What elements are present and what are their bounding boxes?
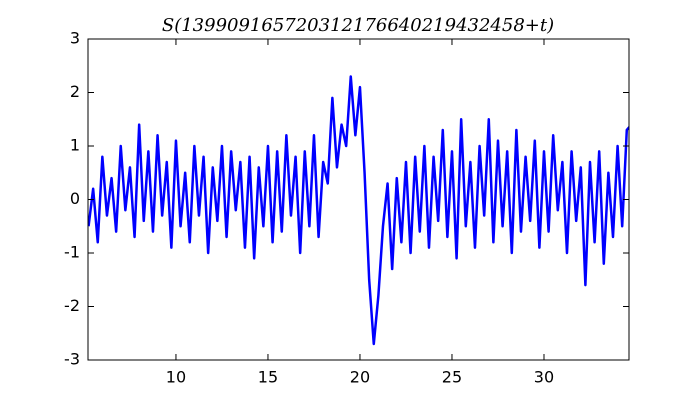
data-line (88, 75, 629, 346)
y-tick-label: -3 (64, 350, 80, 369)
x-tick-label: 15 (258, 368, 278, 387)
y-tick-label: 1 (70, 136, 80, 155)
x-tick-label: 25 (442, 368, 462, 387)
x-tick-label: 30 (534, 368, 554, 387)
chart-title: S(139909165720312176640219432458+t) (162, 15, 554, 36)
y-tick-label: 2 (70, 82, 80, 101)
x-tick-label: 20 (350, 368, 370, 387)
x-tick-label: 10 (166, 368, 186, 387)
y-tick-label: 3 (70, 29, 80, 48)
y-tick-label: -2 (64, 296, 80, 315)
y-tick-label: 0 (70, 189, 80, 208)
y-tick-label: -1 (64, 243, 80, 262)
